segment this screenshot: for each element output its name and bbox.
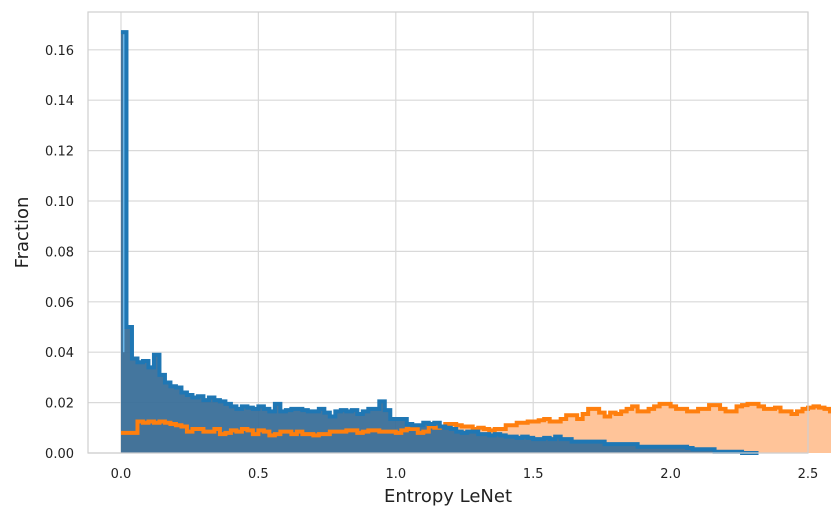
- y-tick-label: 0.08: [45, 245, 74, 260]
- histogram-orange-outline: [120, 401, 831, 438]
- histogram-outlines: [120, 30, 831, 455]
- y-tick-label: 0.04: [45, 346, 74, 361]
- y-tick-label: 0.10: [45, 195, 74, 210]
- x-tick-label: 0.0: [111, 467, 132, 482]
- y-tick-label: 0.06: [45, 296, 74, 311]
- histogram-areas: [120, 32, 831, 453]
- grid-lines: [88, 12, 809, 454]
- histogram-blue-area: [120, 32, 759, 453]
- y-tick-label: 0.02: [45, 397, 74, 412]
- y-tick-label: 0.16: [45, 44, 74, 59]
- y-axis-label: Fraction: [12, 197, 33, 269]
- x-axis-label: Entropy LeNet: [384, 486, 512, 507]
- x-tick-label: 2.0: [660, 467, 681, 482]
- y-tick-label: 0.14: [45, 94, 74, 109]
- x-tick-label: 1.0: [385, 467, 406, 482]
- x-tick-label: 0.5: [248, 467, 269, 482]
- histogram-spike-highlight: [122, 34, 125, 353]
- y-tick-label: 0.12: [45, 145, 74, 160]
- y-tick-label: 0.00: [45, 447, 74, 462]
- x-tick-label: 2.5: [798, 467, 819, 482]
- x-tick-labels: 0.0 0.5 1.0 1.5 2.0 2.5: [111, 467, 819, 482]
- plot-frame: [87, 11, 809, 454]
- histogram-blue-outline: [120, 30, 759, 455]
- y-tick-labels: 0.00 0.02 0.04 0.06 0.08 0.10 0.12 0.14 0.16: [45, 44, 74, 462]
- x-tick-label: 1.5: [523, 467, 544, 482]
